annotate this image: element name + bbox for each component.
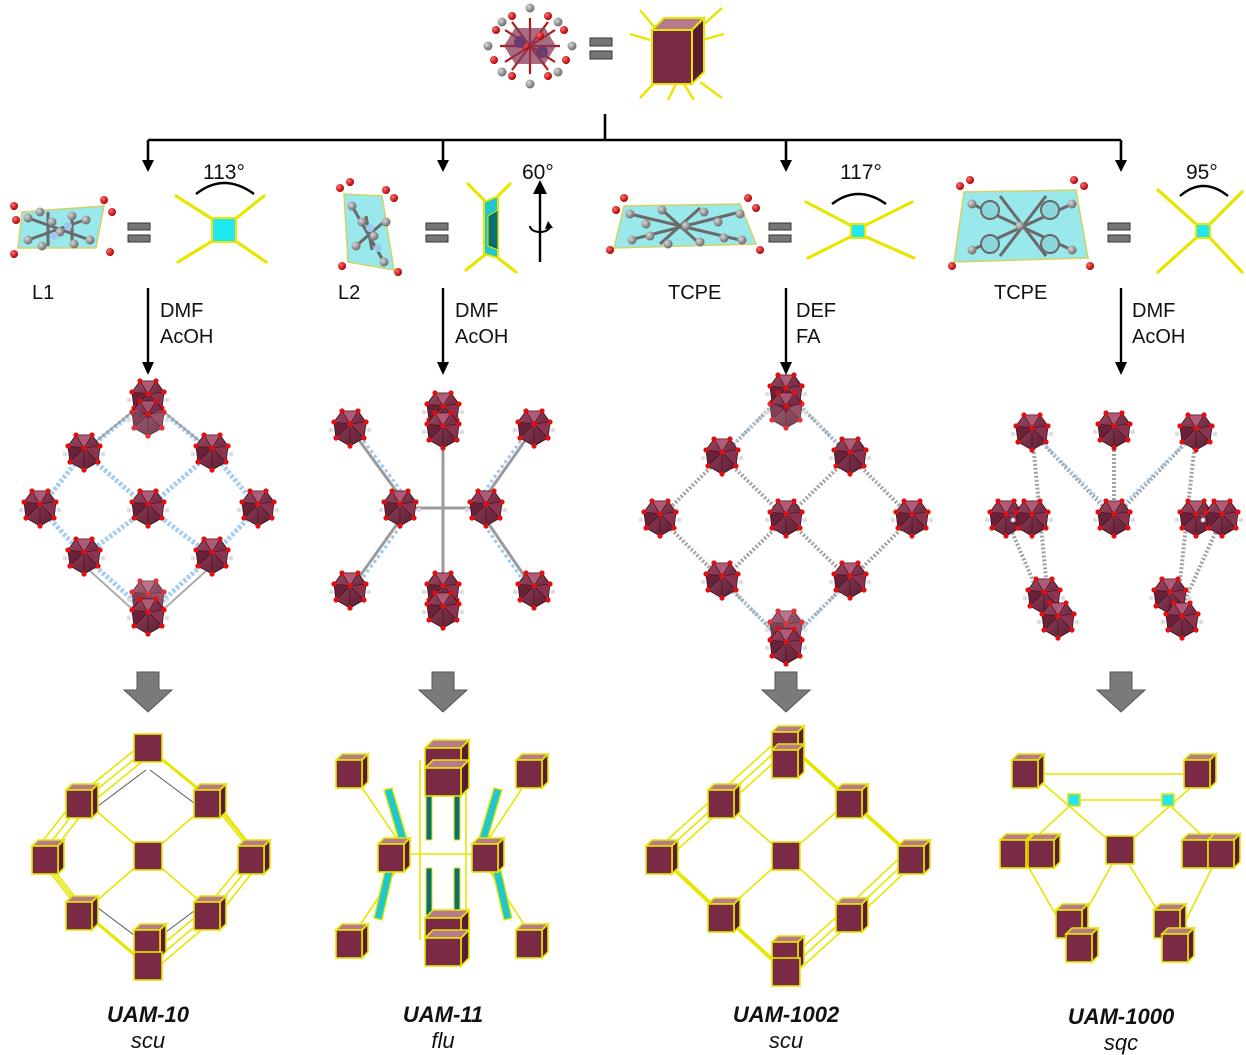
linker-l2-node-model [464,182,518,274]
gray-down-arrow [123,671,173,713]
linker-name-1: L1 [32,282,55,304]
gray-down-arrow [761,671,811,713]
equals-sign [1107,222,1131,243]
equals-sign [589,37,613,60]
linker-l1-node-model [174,181,268,264]
solvent-2: AcOH [455,326,509,348]
angle-label-4: 95° [1186,161,1218,184]
topology-2: flu [431,1028,455,1053]
linker-name-2: L2 [338,282,361,304]
topology-1: scu [130,1028,166,1053]
top-cluster-ball-model [483,3,577,89]
topology-3: scu [768,1028,804,1053]
topology-net-uam-1002 [645,725,931,987]
solvent-2: AcOH [1132,326,1186,348]
topology-net-uam-11 [335,739,549,967]
equals-sign [425,222,449,243]
linker-l1-ball-model [10,196,116,258]
solvent-1: DMF [455,300,499,322]
linker-name-4: TCPE [994,282,1048,304]
angle-label-3: 117° [840,161,882,184]
branch-tree [146,114,1123,162]
mof-structure-uam-1002 [638,371,934,668]
conditions-4: DMF AcOH [1132,298,1185,350]
linker-tcpe-ball-model-2 [948,176,1094,270]
conditions-2: DMF AcOH [455,298,508,350]
equals-sign [127,222,151,243]
topology-net-uam-10 [31,733,271,981]
solvent-1: DMF [160,300,204,322]
conditions-3: DEF FA [796,298,836,350]
solvent-1: DMF [1132,300,1176,322]
mof-structure-uam-11 [328,389,556,632]
mof-name-2: UAM-11 [402,1002,484,1027]
solvent-2: AcOH [160,326,214,348]
synthesis-arrows [146,288,1123,364]
solvent-1: DEF [796,300,836,322]
mof-structure-uam-1000 [984,409,1244,642]
angle-label-2: 60° [522,161,554,184]
mof-name-3: UAM-1002 [732,1002,840,1027]
branch-arrowheads [142,160,1127,172]
conditions-1: DMF AcOH [160,298,213,350]
gray-down-arrow [1096,671,1146,713]
solvent-2: FA [796,326,821,348]
gray-down-arrow [418,671,468,713]
mof-name-4: UAM-1000 [1067,1004,1175,1029]
mof-name-1: UAM-10 [107,1002,189,1027]
linker-tcpe-node-model-2 [1156,184,1244,274]
linker-l2-ball-model [336,178,402,276]
linker-name-3: TCPE [668,282,722,304]
angle-label-1: 113° [203,161,245,184]
topology-4: sqc [1103,1030,1139,1055]
equals-sign [768,222,792,243]
rotation-axis-icon [529,180,553,262]
synthesis-arrowheads [142,362,1127,375]
mof-structure-uam-10 [18,377,280,638]
top-cluster-block-model [629,7,725,101]
topology-net-uam-1000 [999,753,1241,963]
linker-tcpe-ball-model-1 [606,194,764,254]
linker-tcpe-node-model-1 [804,192,916,260]
